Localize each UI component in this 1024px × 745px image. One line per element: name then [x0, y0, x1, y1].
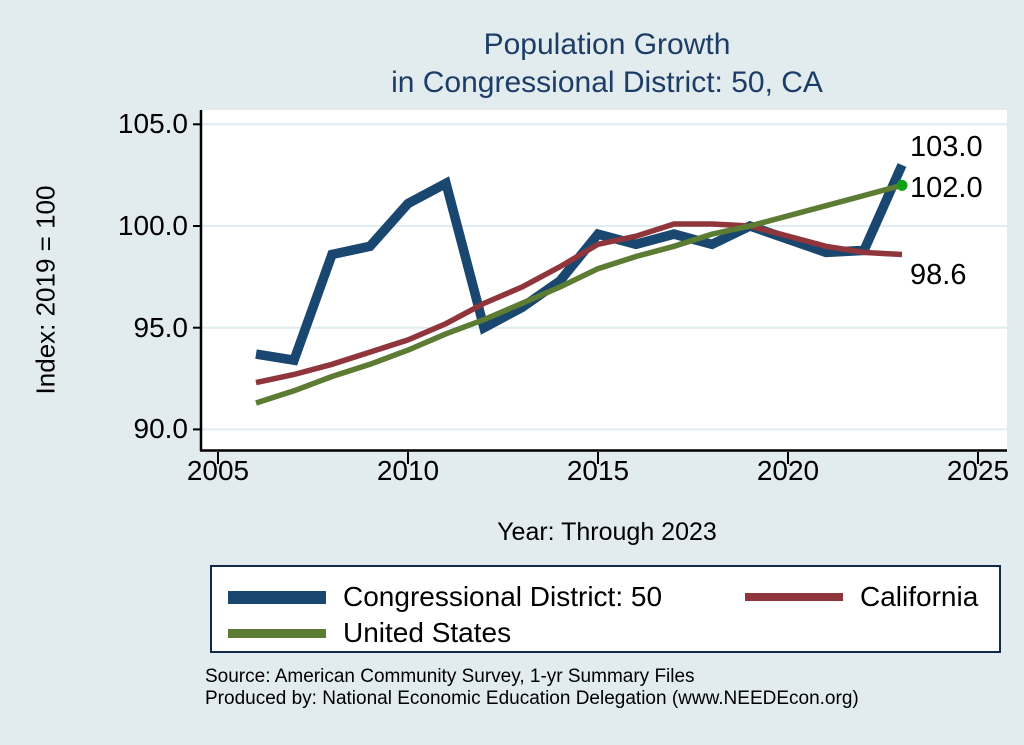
y-tick-label: 95.0: [133, 311, 189, 343]
y-tick-label: 100.0: [117, 210, 188, 241]
x-axis-label: Year: Through 2023: [497, 518, 717, 546]
y-tick-label: 105.0: [117, 108, 188, 140]
x-tick-label: 2020: [756, 455, 820, 486]
chart-title: Population Growth in Congressional Distr…: [200, 26, 1014, 102]
x-tick-label: 2005: [186, 455, 250, 486]
legend-label-district: Congressional District: 50: [343, 581, 663, 612]
source-line: Source: American Community Survey, 1-yr …: [205, 666, 695, 687]
series-end-value-label: 102.0: [910, 172, 983, 205]
legend-item-us: United States: [228, 615, 511, 651]
series-end-value-label: 103.0: [910, 130, 983, 163]
california-line-swatch: [745, 593, 843, 601]
legend-item-district: Congressional District: 50: [228, 579, 662, 615]
x-tick-label: 2025: [946, 455, 1010, 486]
plot-area: [193, 110, 1007, 464]
y-tick-label: 90.0: [133, 413, 189, 445]
legend-label-california: California: [860, 581, 979, 612]
chart-title-line2: in Congressional District: 50, CA: [391, 66, 823, 99]
series-end-value-label: 98.6: [910, 259, 967, 292]
x-tick-label: 2015: [566, 455, 630, 486]
district-line-swatch: [228, 590, 326, 604]
legend-item-california: California: [745, 579, 978, 615]
legend-label-us: United States: [343, 617, 512, 648]
legend: Congressional District: 50 California Un…: [210, 565, 1001, 653]
chart-title-line1: Population Growth: [483, 28, 731, 61]
produced-by-line: Produced by: National Economic Education…: [205, 688, 859, 709]
x-tick-label: 2010: [376, 455, 440, 486]
source-note: Source: American Community Survey, 1-yr …: [205, 666, 859, 710]
us-line-swatch: [228, 628, 326, 638]
y-axis-title: Index: 2019 = 100: [30, 185, 61, 395]
